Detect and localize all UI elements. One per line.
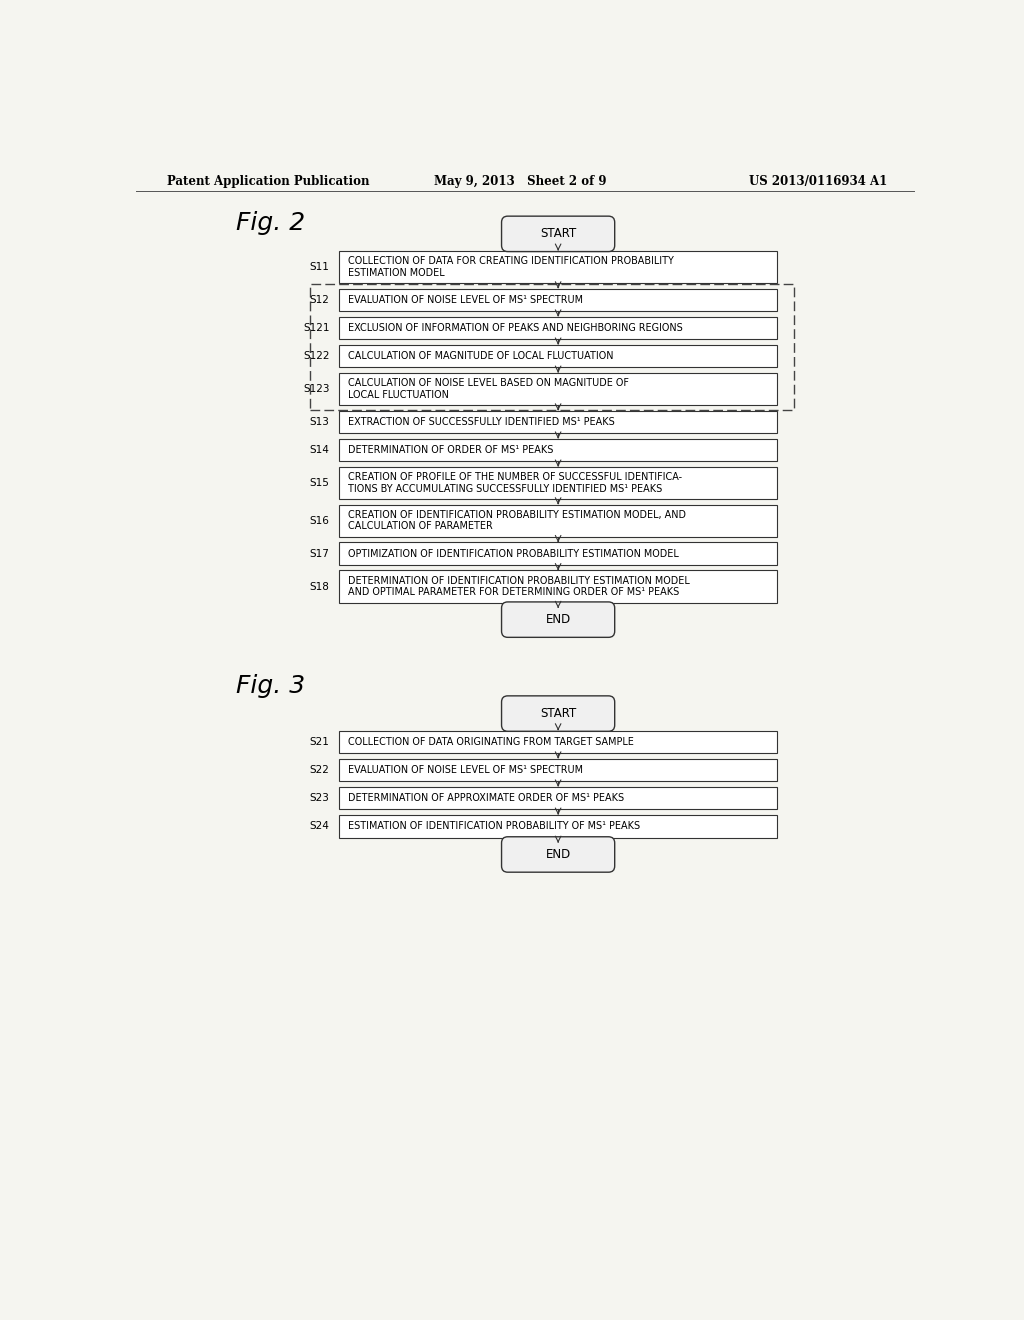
Text: Patent Application Publication: Patent Application Publication — [167, 176, 370, 189]
Text: OPTIMIZATION OF IDENTIFICATION PROBABILITY ESTIMATION MODEL: OPTIMIZATION OF IDENTIFICATION PROBABILI… — [348, 549, 679, 558]
Bar — [339, 467, 777, 499]
Text: S123: S123 — [303, 384, 330, 393]
Text: CALCULATION OF NOISE LEVEL BASED ON MAGNITUDE OF
LOCAL FLUCTUATION: CALCULATION OF NOISE LEVEL BASED ON MAGN… — [348, 379, 630, 400]
Text: S13: S13 — [309, 417, 330, 426]
Text: CALCULATION OF MAGNITUDE OF LOCAL FLUCTUATION: CALCULATION OF MAGNITUDE OF LOCAL FLUCTU… — [348, 351, 614, 362]
Text: ESTIMATION OF IDENTIFICATION PROBABILITY OF MS¹ PEAKS: ESTIMATION OF IDENTIFICATION PROBABILITY… — [348, 821, 641, 832]
FancyBboxPatch shape — [502, 837, 614, 873]
Text: S15: S15 — [309, 478, 330, 488]
Bar — [339, 787, 777, 809]
Text: Fig. 2: Fig. 2 — [237, 211, 305, 235]
Bar — [339, 759, 777, 781]
Text: EXTRACTION OF SUCCESSFULLY IDENTIFIED MS¹ PEAKS: EXTRACTION OF SUCCESSFULLY IDENTIFIED MS… — [348, 417, 615, 426]
Text: S12: S12 — [309, 294, 330, 305]
Bar — [339, 504, 777, 537]
Text: DETERMINATION OF IDENTIFICATION PROBABILITY ESTIMATION MODEL
AND OPTIMAL PARAMET: DETERMINATION OF IDENTIFICATION PROBABIL… — [348, 576, 690, 598]
Text: EXCLUSION OF INFORMATION OF PEAKS AND NEIGHBORING REGIONS: EXCLUSION OF INFORMATION OF PEAKS AND NE… — [348, 323, 683, 333]
FancyBboxPatch shape — [502, 216, 614, 252]
Text: S18: S18 — [309, 582, 330, 591]
Text: START: START — [540, 708, 577, 721]
Bar — [339, 814, 777, 838]
Bar — [339, 372, 777, 405]
Text: Fig. 3: Fig. 3 — [237, 673, 305, 697]
Text: S22: S22 — [309, 766, 330, 775]
Text: END: END — [546, 612, 570, 626]
Bar — [339, 289, 777, 312]
Text: S11: S11 — [309, 261, 330, 272]
Bar — [339, 411, 777, 433]
Bar — [339, 251, 777, 284]
Bar — [339, 543, 777, 565]
FancyBboxPatch shape — [502, 696, 614, 731]
Bar — [339, 730, 777, 754]
Bar — [339, 438, 777, 462]
Text: COLLECTION OF DATA FOR CREATING IDENTIFICATION PROBABILITY
ESTIMATION MODEL: COLLECTION OF DATA FOR CREATING IDENTIFI… — [348, 256, 675, 277]
Text: US 2013/0116934 A1: US 2013/0116934 A1 — [750, 176, 888, 189]
Text: CREATION OF IDENTIFICATION PROBABILITY ESTIMATION MODEL, AND
CALCULATION OF PARA: CREATION OF IDENTIFICATION PROBABILITY E… — [348, 510, 686, 532]
Bar — [339, 317, 777, 339]
Text: S122: S122 — [303, 351, 330, 362]
Text: EVALUATION OF NOISE LEVEL OF MS¹ SPECTRUM: EVALUATION OF NOISE LEVEL OF MS¹ SPECTRU… — [348, 294, 584, 305]
Text: START: START — [540, 227, 577, 240]
Text: END: END — [546, 847, 570, 861]
Text: S17: S17 — [309, 549, 330, 558]
Text: S14: S14 — [309, 445, 330, 455]
Text: S121: S121 — [303, 323, 330, 333]
Text: S24: S24 — [309, 821, 330, 832]
Bar — [309, 284, 795, 409]
Text: EVALUATION OF NOISE LEVEL OF MS¹ SPECTRUM: EVALUATION OF NOISE LEVEL OF MS¹ SPECTRU… — [348, 766, 584, 775]
Text: COLLECTION OF DATA ORIGINATING FROM TARGET SAMPLE: COLLECTION OF DATA ORIGINATING FROM TARG… — [348, 737, 634, 747]
FancyBboxPatch shape — [502, 602, 614, 638]
Text: DETERMINATION OF ORDER OF MS¹ PEAKS: DETERMINATION OF ORDER OF MS¹ PEAKS — [348, 445, 554, 455]
Text: S16: S16 — [309, 516, 330, 525]
Bar — [339, 570, 777, 603]
Text: DETERMINATION OF APPROXIMATE ORDER OF MS¹ PEAKS: DETERMINATION OF APPROXIMATE ORDER OF MS… — [348, 793, 625, 803]
Bar — [339, 345, 777, 367]
Text: CREATION OF PROFILE OF THE NUMBER OF SUCCESSFUL IDENTIFICA-
TIONS BY ACCUMULATIN: CREATION OF PROFILE OF THE NUMBER OF SUC… — [348, 473, 683, 494]
Text: May 9, 2013   Sheet 2 of 9: May 9, 2013 Sheet 2 of 9 — [434, 176, 606, 189]
Text: S21: S21 — [309, 737, 330, 747]
Text: S23: S23 — [309, 793, 330, 803]
